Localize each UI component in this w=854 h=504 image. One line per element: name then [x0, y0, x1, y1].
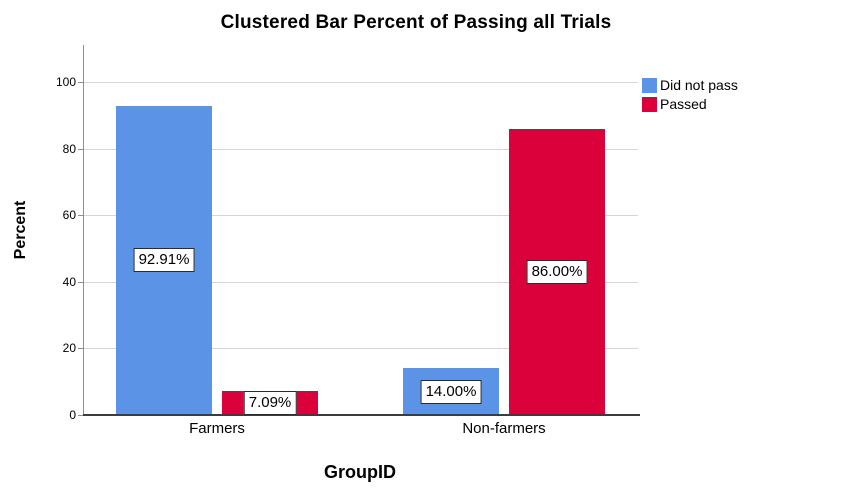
x-category-label-non-farmers: Non-farmers [462, 420, 546, 437]
legend-label-passed: Passed [660, 96, 707, 112]
legend-item-did-not-pass: Did not pass [642, 77, 738, 93]
y-tick-mark-60 [78, 215, 83, 217]
y-tick-mark-80 [78, 148, 83, 150]
y-tick-label-60: 60 [62, 208, 76, 223]
data-label-farmers-did-not-pass: 92.91% [133, 248, 195, 273]
x-axis-line [83, 414, 640, 416]
legend-label-did-not-pass: Did not pass [660, 77, 738, 93]
y-tick-mark-0 [78, 415, 83, 416]
data-label-non-farmers-passed: 86.00% [526, 259, 588, 284]
y-tick-label-100: 100 [55, 75, 76, 89]
y-axis-line [83, 45, 84, 415]
legend-item-passed: Passed [642, 96, 738, 112]
data-label-farmers-passed: 7.09% [243, 391, 297, 416]
y-tick-mark-40 [78, 281, 83, 283]
y-tick-label-80: 80 [62, 141, 76, 156]
legend: Did not pass Passed [642, 77, 738, 115]
y-tick-mark-100 [78, 82, 83, 83]
gridline-20 [83, 348, 638, 350]
legend-swatch-did-not-pass [642, 77, 657, 93]
chart-title: Clustered Bar Percent of Passing all Tri… [220, 12, 612, 33]
y-tick-label-20: 20 [62, 341, 76, 356]
gridline-60 [83, 215, 638, 217]
data-label-non-farmers-did-not-pass: 14.00% [420, 379, 482, 404]
legend-swatch-passed [642, 96, 657, 112]
gridline-80 [83, 148, 638, 150]
y-axis-title: Percent [12, 200, 29, 260]
y-tick-mark-20 [78, 348, 83, 350]
y-tick-label-0: 0 [69, 408, 76, 422]
x-axis-title: GroupID [324, 462, 396, 482]
gridline-100 [83, 82, 638, 83]
y-tick-label-40: 40 [62, 274, 76, 289]
gridline-40 [83, 281, 638, 283]
x-category-label-farmers: Farmers [189, 420, 245, 437]
